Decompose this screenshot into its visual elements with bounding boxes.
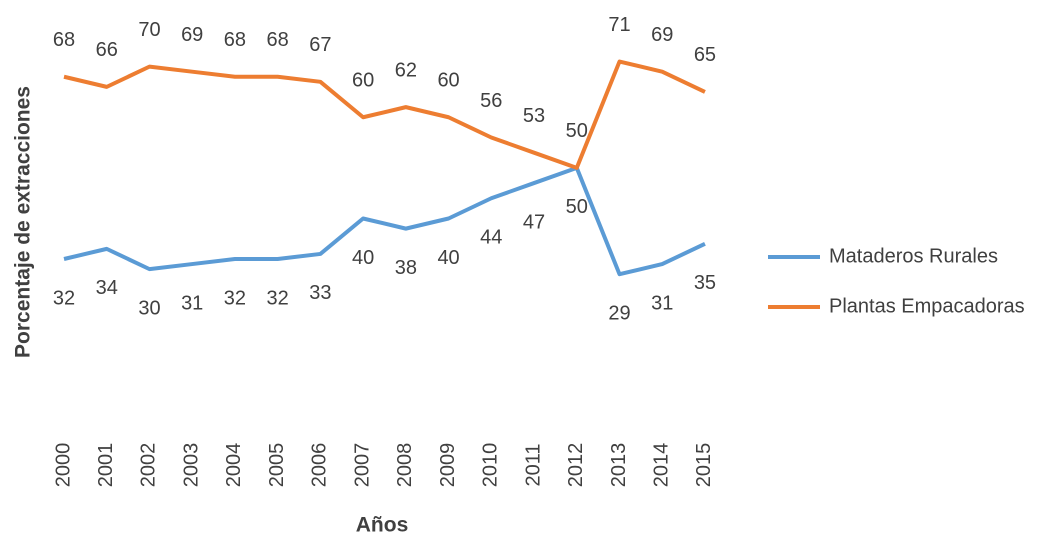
legend-label: Mataderos Rurales: [829, 245, 998, 267]
data-label: 66: [96, 39, 118, 61]
data-label: 65: [694, 44, 716, 66]
data-label: 32: [224, 287, 246, 309]
x-tick-label: 2006: [309, 443, 331, 488]
x-tick-label: 2003: [180, 443, 202, 488]
data-label: 31: [181, 292, 203, 314]
x-tick-label: 2010: [480, 443, 502, 488]
data-label: 40: [437, 247, 459, 269]
data-label: 50: [566, 120, 588, 142]
data-label: 60: [437, 70, 459, 92]
data-label: 30: [138, 297, 160, 319]
data-label: 68: [53, 29, 75, 51]
x-tick-label: 2011: [522, 443, 544, 486]
data-label: 31: [651, 292, 673, 314]
x-tick-label: 2012: [565, 443, 587, 488]
data-label: 53: [523, 105, 545, 127]
data-label: 69: [181, 24, 203, 46]
series-line: [63, 165, 706, 277]
legend-label: Plantas Empacadoras: [829, 295, 1025, 317]
x-tick-label: 2008: [394, 443, 416, 488]
x-tick-label: 2013: [608, 443, 630, 488]
x-tick-label: 2004: [223, 443, 245, 488]
data-label: 38: [395, 257, 417, 279]
data-label: 67: [309, 34, 331, 56]
data-label: 60: [352, 70, 374, 92]
x-tick-label: 2015: [693, 443, 715, 488]
data-label: 32: [53, 287, 75, 309]
data-label: 34: [96, 277, 118, 299]
data-label: 35: [694, 272, 716, 294]
x-tick-label: 2000: [52, 443, 74, 488]
x-axis-title: Años: [356, 514, 409, 537]
x-tick-label: 2007: [351, 443, 373, 488]
y-axis-title: Porcentaje de extracciones: [12, 86, 35, 358]
data-label: 50: [566, 196, 588, 218]
data-label: 62: [395, 59, 417, 81]
x-tick-label: 2009: [437, 443, 459, 488]
data-label: 44: [480, 227, 502, 249]
data-label: 70: [138, 19, 160, 41]
x-tick-label: 2002: [138, 443, 160, 488]
x-tick-label: 2014: [651, 443, 673, 488]
data-label: 56: [480, 90, 502, 112]
data-label: 47: [523, 211, 545, 233]
data-label: 40: [352, 247, 374, 269]
x-tick-label: 2001: [95, 443, 117, 488]
x-tick-label: 2005: [266, 443, 288, 488]
data-label: 68: [267, 29, 289, 51]
data-label: 68: [224, 29, 246, 51]
data-label: 33: [309, 282, 331, 304]
series-line: [63, 59, 706, 170]
data-label: 69: [651, 24, 673, 46]
data-label: 71: [608, 14, 630, 36]
data-label: 32: [267, 287, 289, 309]
data-label: 29: [608, 302, 630, 324]
